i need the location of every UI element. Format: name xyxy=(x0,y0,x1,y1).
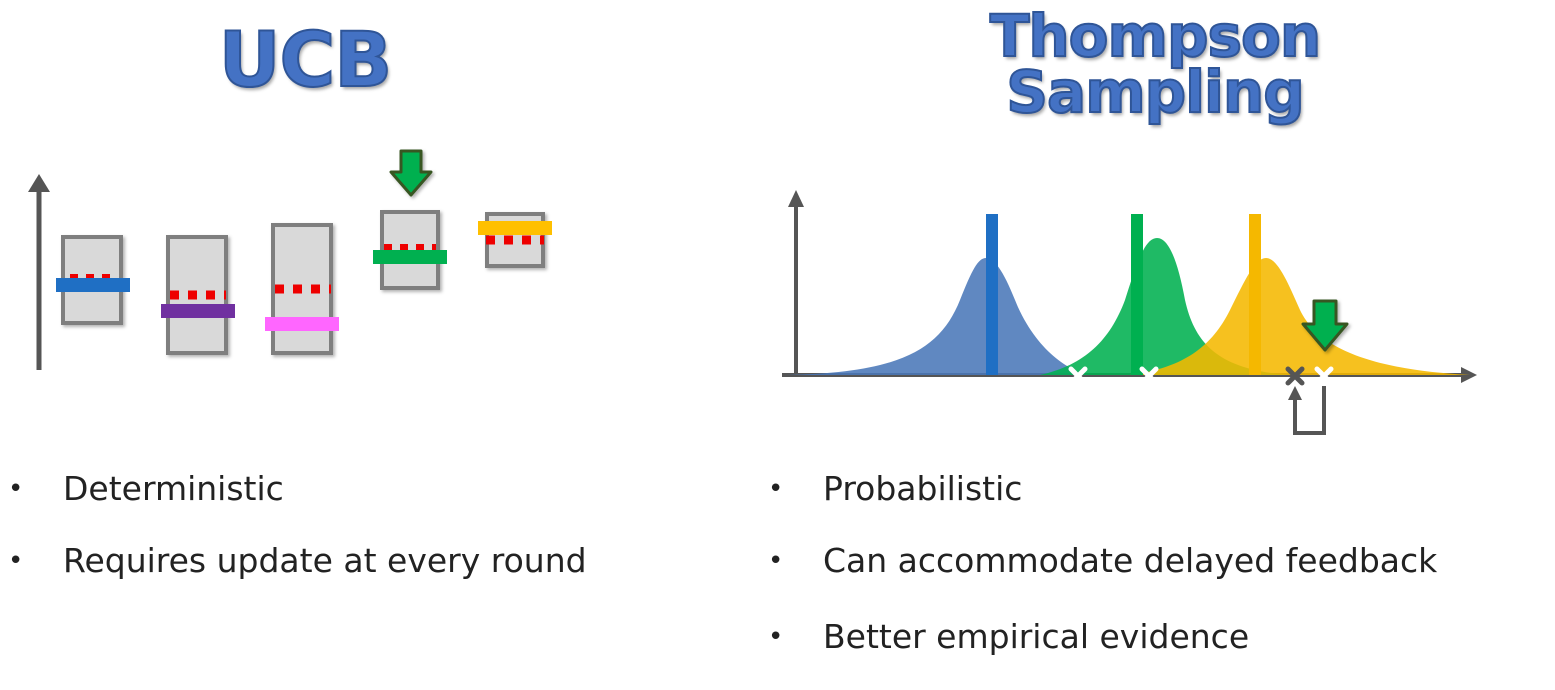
ts-sample-mark-2 xyxy=(1139,366,1159,386)
ucb-bullet-item: • Requires update at every round xyxy=(8,542,728,614)
ts-selected-arrow-icon xyxy=(1301,299,1349,352)
ts-bullet-item: • Probabilistic xyxy=(768,470,1548,542)
ucb-arm-3-bar xyxy=(265,317,339,331)
thompson-diagram xyxy=(782,190,1477,435)
ts-sample-mark-3 xyxy=(1285,366,1305,386)
ucb-arm-2-bar xyxy=(161,304,235,318)
ts-bullet-item: • Better empirical evidence xyxy=(768,618,1548,690)
ts-bullet-text: Can accommodate delayed feedback xyxy=(823,541,1438,580)
thompson-sampling-title: Thompson Sampling xyxy=(989,2,1322,126)
ucb-arm-2 xyxy=(161,235,235,355)
ucb-bullet-text: Requires update at every round xyxy=(63,541,587,580)
ucb-arm-1 xyxy=(56,235,130,325)
ts-y-axis xyxy=(788,190,804,376)
ts-distribution-2 xyxy=(1040,238,1290,375)
ucb-bullet-list: • Deterministic • Requires update at every… xyxy=(8,470,728,614)
bullet-dot-icon: • xyxy=(768,622,784,652)
ucb-diagram xyxy=(28,149,552,370)
ucb-arm-5 xyxy=(478,212,552,268)
ucb-bullet-text: Deterministic xyxy=(63,469,284,508)
ucb-arm-4 xyxy=(373,210,447,290)
ucb-selected-arrow-icon xyxy=(389,149,433,197)
diagram-canvas xyxy=(28,149,1477,435)
ucb-arm-5-bar xyxy=(478,221,552,235)
ucb-title: UCB xyxy=(218,15,393,104)
ts-distribution-1 xyxy=(785,258,1090,375)
ts-update-arrow-icon xyxy=(1288,386,1326,435)
ts-sample-mark-4 xyxy=(1314,366,1334,386)
thompson-bullet-list: • Probabilistic • Can accommodate delayed … xyxy=(768,470,1548,690)
bullet-dot-icon: • xyxy=(8,474,24,504)
ts-bullet-text: Better empirical evidence xyxy=(823,617,1250,656)
ts-distribution-3 xyxy=(1130,258,1470,375)
ts-bullet-text: Probabilistic xyxy=(823,469,1023,508)
bullet-dot-icon: • xyxy=(768,474,784,504)
ucb-arm-1-bar xyxy=(56,278,130,292)
ts-sample-mark-1 xyxy=(1068,366,1088,386)
ucb-bullet-item: • Deterministic xyxy=(8,470,728,542)
ucb-arm-4-bar xyxy=(373,250,447,264)
bullet-dot-icon: • xyxy=(8,546,24,576)
ucb-y-axis xyxy=(28,174,50,370)
ts-bullet-item: • Can accommodate delayed feedback xyxy=(768,542,1548,614)
bullet-dot-icon: • xyxy=(768,546,784,576)
ucb-arm-3 xyxy=(265,223,339,355)
